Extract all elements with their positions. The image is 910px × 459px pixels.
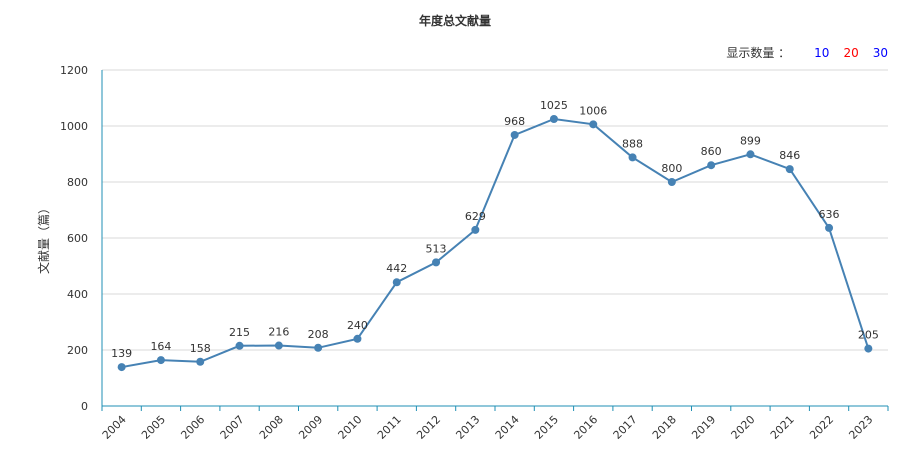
data-point bbox=[707, 161, 716, 170]
x-tick-label: 2011 bbox=[375, 413, 404, 442]
display-count-option-30[interactable]: 30 bbox=[872, 45, 888, 60]
data-point bbox=[392, 278, 401, 287]
data-label: 205 bbox=[858, 329, 879, 342]
x-tick-label: 2014 bbox=[493, 413, 522, 442]
data-label: 215 bbox=[229, 326, 250, 339]
y-tick-label: 1000 bbox=[60, 120, 88, 133]
data-label: 968 bbox=[504, 115, 525, 128]
data-label: 164 bbox=[150, 340, 171, 353]
data-points bbox=[117, 115, 873, 372]
data-point bbox=[156, 356, 165, 365]
data-label: 629 bbox=[465, 210, 486, 223]
data-label: 899 bbox=[740, 134, 761, 147]
data-point bbox=[510, 130, 519, 139]
data-point bbox=[471, 225, 480, 234]
y-tick-labels: 0 200 400 600 800 1000 1200 bbox=[60, 64, 88, 413]
x-tick-label: 2021 bbox=[768, 413, 797, 442]
data-point bbox=[353, 334, 362, 343]
data-point bbox=[235, 341, 244, 350]
x-tick-label: 2007 bbox=[218, 413, 247, 442]
x-tick-label: 2009 bbox=[296, 413, 325, 442]
x-tick-label: 2005 bbox=[139, 413, 168, 442]
display-count-label: 显示数量 ： bbox=[726, 46, 791, 60]
data-label: 800 bbox=[661, 162, 682, 175]
data-label: 1006 bbox=[579, 104, 607, 117]
x-tick-label: 2016 bbox=[571, 413, 600, 442]
y-tick-label: 800 bbox=[67, 176, 88, 189]
data-label: 208 bbox=[308, 328, 329, 341]
series-line bbox=[121, 117, 870, 369]
x-tick-label: 2023 bbox=[846, 413, 875, 442]
data-label: 240 bbox=[347, 319, 368, 332]
x-tick-label: 2015 bbox=[532, 413, 561, 442]
data-label: 442 bbox=[386, 262, 407, 275]
x-tick-label: 2020 bbox=[729, 413, 758, 442]
gridlines bbox=[102, 69, 888, 351]
y-tick-label: 600 bbox=[67, 232, 88, 245]
y-tick-label: 1200 bbox=[60, 64, 88, 77]
data-point bbox=[667, 178, 676, 186]
display-count-option-10[interactable]: 10 bbox=[814, 45, 830, 60]
y-tick-label: 400 bbox=[67, 288, 88, 301]
data-point bbox=[589, 120, 598, 129]
data-point bbox=[314, 343, 323, 352]
data-labels: 139 164 158 215 216 208 240 442 513 629 968 1025 100… bbox=[111, 99, 879, 360]
x-tick-label: 2017 bbox=[611, 413, 640, 442]
y-tick-label: 200 bbox=[67, 344, 88, 357]
chart-title: 年度总文献量 bbox=[418, 14, 491, 28]
data-label: 139 bbox=[111, 347, 132, 360]
data-point bbox=[746, 150, 755, 159]
data-label: 636 bbox=[819, 208, 840, 221]
data-point bbox=[274, 341, 283, 350]
data-point bbox=[432, 258, 441, 267]
x-tick-label: 2019 bbox=[689, 413, 718, 442]
x-tick-label: 2010 bbox=[336, 413, 365, 442]
data-label: 888 bbox=[622, 137, 643, 150]
y-tick-label: 0 bbox=[81, 400, 88, 413]
data-point bbox=[549, 115, 558, 123]
data-point bbox=[628, 153, 637, 162]
data-point bbox=[785, 165, 794, 174]
data-point bbox=[825, 223, 834, 232]
data-point bbox=[196, 357, 205, 366]
data-point bbox=[117, 363, 126, 372]
series-line-path bbox=[121, 117, 870, 369]
x-tick-label: 2004 bbox=[100, 413, 129, 442]
x-tick-label: 2006 bbox=[178, 413, 207, 442]
axes bbox=[101, 70, 889, 411]
data-label: 158 bbox=[190, 342, 211, 355]
x-tick-labels: 2004 2005 2006 2007 2008 2009 2010 2011 2012 2013… bbox=[100, 413, 876, 442]
data-label: 1025 bbox=[540, 99, 568, 112]
data-point bbox=[864, 344, 873, 353]
data-label: 860 bbox=[701, 145, 722, 158]
data-label: 513 bbox=[426, 242, 447, 255]
x-tick-label: 2008 bbox=[257, 413, 286, 442]
x-tick-label: 2018 bbox=[650, 413, 679, 442]
data-label: 846 bbox=[779, 149, 800, 162]
data-label: 216 bbox=[268, 326, 289, 339]
x-tick-label: 2012 bbox=[414, 413, 443, 442]
display-count-selector: 显示数量 ： 10 20 30 bbox=[726, 44, 888, 61]
y-axis-label: 文献量（篇） bbox=[36, 202, 51, 274]
display-count-option-20[interactable]: 20 bbox=[843, 45, 859, 60]
x-tick-label: 2013 bbox=[453, 413, 482, 442]
x-tick-label: 2022 bbox=[807, 413, 836, 442]
